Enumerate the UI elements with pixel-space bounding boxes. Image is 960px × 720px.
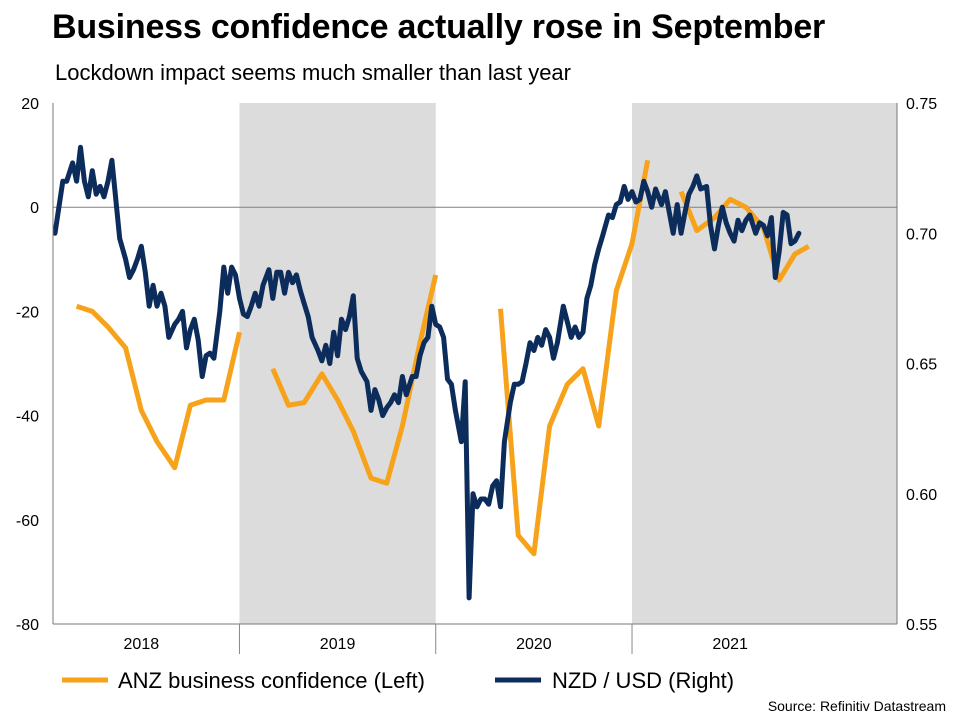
chart-series (52, 144, 810, 601)
shaded-band-0 (239, 103, 436, 624)
source-note: Source: Refinitiv Datastream (767, 698, 946, 714)
chart-subtitle: Lockdown impact seems much smaller than … (55, 60, 571, 85)
right-y-tick-label: 0.65 (906, 357, 937, 374)
legend-label-nzd: NZD / USD (Right) (552, 668, 734, 693)
legend-label-anz: ANZ business confidence (Left) (118, 668, 425, 693)
anz-confidence-line-segment-2 (498, 159, 651, 557)
right-y-tick-label: 0.75 (906, 96, 937, 113)
anz-confidence-line-segment-0 (75, 303, 242, 471)
shaded-year-bands (239, 103, 897, 624)
x-tick-label: 2019 (320, 636, 356, 653)
x-tick-label: 2020 (516, 636, 552, 653)
shaded-band-1 (632, 103, 897, 624)
left-y-tick-label: -80 (16, 617, 39, 634)
left-y-tick-label: -60 (16, 513, 39, 530)
right-y-tick-label: 0.70 (906, 226, 937, 243)
anz-confidence-line-segment-3 (678, 190, 810, 283)
right-y-tick-label: 0.55 (906, 617, 937, 634)
x-tick-label: 2018 (124, 636, 160, 653)
anz-confidence-line-segment-1 (270, 274, 439, 486)
chart-axes: 20 0 -20 -40 -60 -80 0.75 0.70 0.65 0.60 0.55 2018 2… (16, 96, 937, 654)
chart-legend: ANZ business confidence (Left) NZD / USD … (62, 668, 734, 693)
nzd-usd-line (52, 144, 802, 601)
left-y-tick-label: 20 (21, 96, 39, 113)
left-y-tick-label: 0 (30, 200, 39, 217)
right-y-tick-label: 0.60 (906, 487, 937, 504)
left-y-tick-label: -40 (16, 409, 39, 426)
left-y-tick-label: -20 (16, 304, 39, 321)
x-tick-label: 2021 (712, 636, 748, 653)
chart-title: Business confidence actually rose in Sep… (52, 8, 826, 46)
